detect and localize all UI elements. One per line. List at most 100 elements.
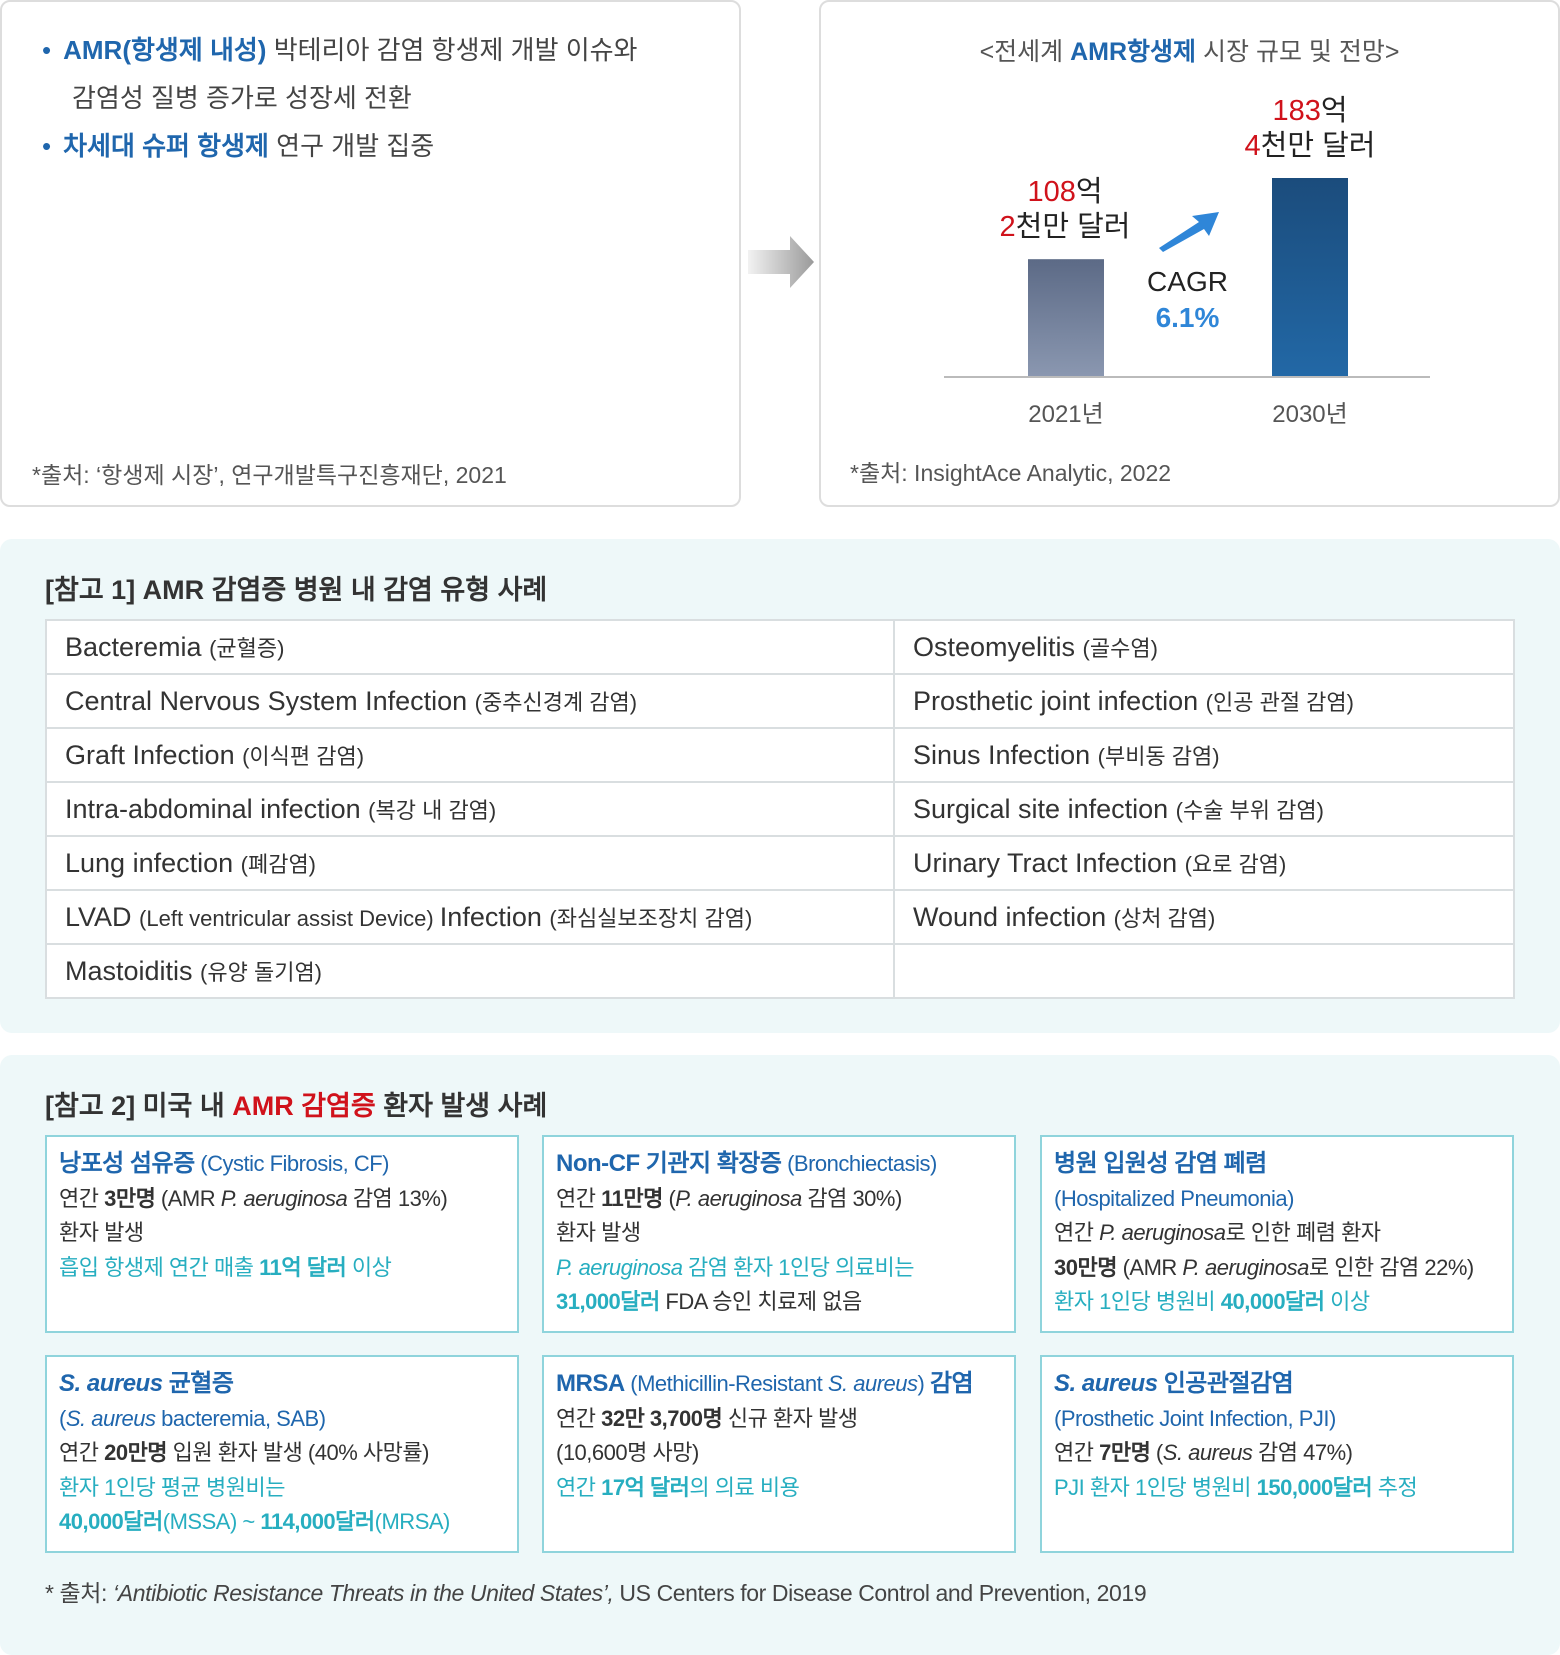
text-segment: AMR항생제 xyxy=(1070,38,1197,66)
text-segment: S. aureus xyxy=(65,1405,156,1431)
text-segment: 20만명 xyxy=(104,1440,168,1465)
infection-name: LVAD xyxy=(65,902,140,932)
text-segment: ‘Antibiotic Resistance Threats in the Un… xyxy=(113,1580,614,1606)
text-segment: 천만 달러 xyxy=(1015,211,1131,243)
card-line: 낭포성 섬유증 (Cystic Fibrosis, CF) xyxy=(59,1147,505,1182)
summary-panel: • AMR(항생제 내성) 박테리아 감염 항생제 개발 이슈와 감염성 질병 증… xyxy=(0,0,741,507)
card-line: (10,600명 사망) xyxy=(556,1436,1002,1471)
bar-label-2021: 108억 2천만 달러 xyxy=(985,175,1145,245)
table-cell: Urinary Tract Infection (요로 감염) xyxy=(893,835,1515,891)
text-segment: 30만명 xyxy=(1054,1254,1117,1280)
text-segment: 183 xyxy=(1272,95,1321,127)
text-segment: (Bronchiectasis) xyxy=(781,1151,937,1176)
bar-2021년 xyxy=(1028,259,1104,376)
text-segment: 천만 달러 xyxy=(1260,130,1376,162)
korean-translation: (요로 감염) xyxy=(1184,852,1287,877)
bullet-1: • AMR(항생제 내성) 박테리아 감염 항생제 개발 이슈와 xyxy=(42,26,637,74)
text-segment: 환자 발생 xyxy=(59,1220,144,1245)
table-cell: Lung infection (폐감염) xyxy=(45,835,895,891)
card-line: P. aeruginosa 감염 환자 1인당 의료비는 xyxy=(556,1251,1002,1286)
text-segment: 낭포성 섬유증 xyxy=(59,1150,195,1177)
text-segment: (AMR xyxy=(1116,1254,1183,1280)
text-segment: P. aeruginosa xyxy=(220,1185,348,1211)
case-card: 병원 입원성 감염 폐렴 (Hospitalized Pneumonia) 연간 P… xyxy=(1040,1135,1514,1333)
text-segment: 환자 1인당 평균 병원비는 xyxy=(59,1474,285,1500)
text-segment: bacteremia, SAB) xyxy=(155,1405,326,1431)
text-segment: S. aureus xyxy=(827,1371,918,1396)
text-segment: ( xyxy=(662,1185,676,1211)
table-cell: Surgical site infection (수술 부위 감염) xyxy=(893,781,1515,837)
text-segment: 이상 xyxy=(1324,1289,1370,1314)
card-line: (Prosthetic Joint Infection, PJI) xyxy=(1054,1402,1500,1437)
korean-translation: (골수염) xyxy=(1082,636,1158,661)
text-segment: AMR 감염증 xyxy=(232,1091,376,1121)
text-segment: 11만명 xyxy=(601,1185,663,1211)
text-segment: 150,000달러 xyxy=(1256,1474,1373,1500)
korean-translation: (이식편 감염) xyxy=(242,744,365,769)
korean-translation: (부비동 감염) xyxy=(1097,744,1220,769)
text-segment: 17억 달러 xyxy=(601,1474,690,1500)
infection-name: Mastoiditis xyxy=(65,956,201,986)
text-segment: 40,000달러 xyxy=(59,1509,163,1534)
infection-name: Infection xyxy=(439,902,550,932)
x-tick-2021: 2021년 xyxy=(1028,401,1104,428)
card-line: 연간 20만명 입원 환자 발생 (40% 사망률) xyxy=(59,1436,505,1471)
korean-translation: (중추신경계 감염) xyxy=(474,690,638,715)
reference-2-title: [참고 2] 미국 내 AMR 감염증 환자 발생 사례 xyxy=(45,1084,547,1123)
korean-translation: (복강 내 감염) xyxy=(368,798,497,823)
table-cell: Graft Infection (이식편 감염) xyxy=(45,727,895,783)
card-line: 병원 입원성 감염 폐렴 xyxy=(1054,1147,1500,1182)
cagr-value: 6.1% xyxy=(1155,302,1220,333)
text-segment: S. aureus xyxy=(59,1370,163,1397)
text-segment: (Cystic Fibrosis, CF) xyxy=(194,1151,389,1176)
text-segment: 11억 달러 xyxy=(259,1254,347,1280)
table-row: Intra-abdominal infection (복강 내 감염) Surgi… xyxy=(45,781,1515,837)
table-row: LVAD (Left ventricular assist Device) In… xyxy=(45,889,1515,945)
infection-name: Prosthetic joint infection xyxy=(913,686,1206,716)
text-segment: US Centers for Disease Control and Preve… xyxy=(613,1580,1147,1606)
text-segment: ) xyxy=(917,1371,930,1396)
text-segment: 흡입 항생제 연간 매출 xyxy=(59,1254,260,1280)
text-segment: MRSA xyxy=(556,1370,625,1397)
case-card: Non-CF 기관지 확장증 (Bronchiectasis) 연간 11만명 (… xyxy=(542,1135,1016,1333)
text-segment: 로 인한 감염 22%) xyxy=(1308,1254,1474,1280)
korean-translation: (인공 관절 감염) xyxy=(1205,690,1354,715)
text-segment: AMR(항생제 내성) xyxy=(63,35,267,65)
case-card: S. aureus 균혈증 (S. aureus bacteremia, SAB)… xyxy=(45,1355,519,1553)
text-segment: 연간 xyxy=(1054,1440,1100,1465)
table-cell: Mastoiditis (유양 돌기염) xyxy=(45,943,895,999)
text-segment: P. aeruginosa xyxy=(675,1185,802,1211)
infection-name: Sinus Infection xyxy=(913,740,1098,770)
card-line: 30만명 (AMR P. aeruginosa로 인한 감염 22%) xyxy=(1054,1251,1500,1286)
text-segment: 의 의료 비용 xyxy=(689,1474,800,1500)
text-segment: PJI 환자 1인당 병원비 xyxy=(1054,1474,1257,1500)
card-line: S. aureus 인공관절감염 xyxy=(1054,1367,1500,1402)
text-segment: 환자 발생 사례 xyxy=(375,1091,548,1121)
card-line: 연간 11만명 (P. aeruginosa 감염 30%) xyxy=(556,1182,1002,1217)
text-segment: S. aureus xyxy=(1162,1440,1253,1465)
text-segment: 108 xyxy=(1027,176,1076,208)
reference-2-source: * 출처: ‘Antibiotic Resistance Threats in … xyxy=(45,1574,1147,1608)
text-segment: 감염 xyxy=(929,1370,974,1397)
text-segment: (MRSA) xyxy=(374,1509,451,1534)
chart-source-note: *출처: InsightAce Analytic, 2022 xyxy=(850,460,1172,486)
card-line: S. aureus 균혈증 xyxy=(59,1367,505,1402)
text-segment: 억 xyxy=(1320,95,1348,127)
text-segment: 신규 환자 발생 xyxy=(722,1405,858,1431)
text-segment: FDA 승인 치료제 없음 xyxy=(659,1289,862,1314)
table-cell: Prosthetic joint infection (인공 관절 감염) xyxy=(893,673,1515,729)
case-card: 낭포성 섬유증 (Cystic Fibrosis, CF) 연간 3만명 (AMR… xyxy=(45,1135,519,1333)
text-segment: 연간 xyxy=(556,1185,602,1211)
text-segment: (AMR xyxy=(155,1185,221,1211)
infection-name: Surgical site infection xyxy=(913,794,1176,824)
text-segment: 40,000달러 xyxy=(1220,1289,1325,1314)
card-line: MRSA (Methicillin-Resistant S. aureus) 감… xyxy=(556,1367,1002,1402)
text-segment: 균혈증 xyxy=(162,1370,234,1397)
korean-translation: (Left ventricular assist Device) xyxy=(139,906,440,931)
text-segment: 환자 1인당 병원비 xyxy=(1054,1289,1221,1314)
korean-translation: (상처 감염) xyxy=(1113,906,1216,931)
text-segment: ( xyxy=(59,1405,66,1431)
card-line: (S. aureus bacteremia, SAB) xyxy=(59,1402,505,1437)
text-segment: 연간 xyxy=(556,1405,602,1431)
text-segment: (Prosthetic Joint Infection, PJI) xyxy=(1054,1405,1336,1431)
